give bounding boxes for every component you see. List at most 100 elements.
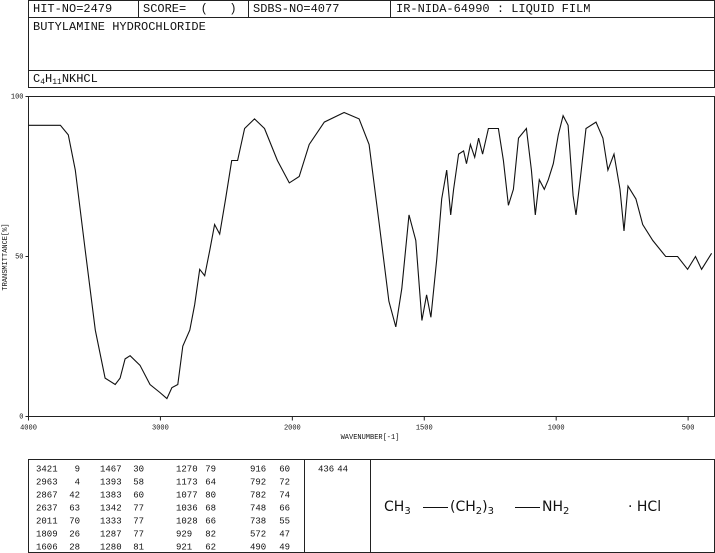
plot: 4000 3000 2000 1500 1000 500 0 50 100: [11, 93, 713, 432]
subscript: 3: [404, 506, 410, 517]
peak-wavenumber: 2867: [36, 490, 58, 500]
peak-wavenumber: 2011: [36, 516, 58, 526]
peak-table: 3421 9 2963 4 2867 42 2637 63 2011 70 1809 26 1606 28…: [36, 464, 348, 552]
y-tick-label: 100: [11, 93, 24, 101]
formula-sub: 4: [40, 78, 45, 87]
peak-transmittance: 81: [133, 542, 144, 552]
peak-transmittance: 82: [205, 529, 216, 539]
peak-transmittance: 26: [69, 529, 80, 539]
peak-transmittance: 77: [133, 503, 144, 513]
peak-transmittance: 64: [205, 477, 216, 487]
peak-transmittance: 72: [279, 477, 290, 487]
peak-wavenumber: 1809: [36, 529, 58, 539]
peak-transmittance: 9: [75, 464, 80, 474]
x-tick-label: 2000: [284, 424, 301, 432]
peak-wavenumber: 2963: [36, 477, 58, 487]
x-axis-label: WAVENUMBER[-1]: [341, 434, 400, 442]
peak-wavenumber: 929: [176, 529, 192, 539]
subscript: 2: [563, 506, 569, 517]
formula-sub: 11: [52, 78, 62, 87]
peak-wavenumber: 1077: [176, 490, 198, 500]
peak-transmittance: 68: [205, 503, 216, 513]
peak-transmittance: 66: [279, 503, 290, 513]
peak-wavenumber: 1028: [176, 516, 198, 526]
peak-transmittance: 42: [69, 490, 80, 500]
peak-wavenumber: 921: [176, 542, 192, 552]
method: IR-NIDA-64990 : LIQUID FILM: [396, 2, 590, 16]
x-tick-label: 1500: [416, 424, 433, 432]
compound-name: BUTYLAMINE HYDROCHLORIDE: [33, 20, 206, 34]
plot-frame: [28, 96, 715, 417]
y-axis-label: TRANSMITTANCE[%]: [2, 223, 10, 290]
subscript: 2: [476, 506, 482, 517]
peak-transmittance: 49: [279, 542, 290, 552]
peak-wavenumber: 738: [250, 516, 266, 526]
peak-transmittance: 60: [133, 490, 144, 500]
peak-wavenumber: 1606: [36, 542, 58, 552]
peak-transmittance: 62: [205, 542, 216, 552]
peak-wavenumber: 1280: [100, 542, 122, 552]
peak-wavenumber: 490: [250, 542, 266, 552]
peak-transmittance: 28: [69, 542, 80, 552]
x-tick-label: 500: [682, 424, 695, 432]
x-tick-label: 4000: [20, 424, 37, 432]
formula-box: [28, 70, 715, 88]
peak-transmittance: 60: [279, 464, 290, 474]
peak-wavenumber: 1270: [176, 464, 198, 474]
peak-wavenumber: 1393: [100, 477, 122, 487]
salt: · HCl: [628, 499, 661, 515]
peak-transmittance: 70: [69, 516, 80, 526]
peak-wavenumber: 3421: [36, 464, 58, 474]
peak-wavenumber: 1383: [100, 490, 122, 500]
x-tick-label: 3000: [152, 424, 169, 432]
chain: (CH2)3: [450, 499, 494, 517]
x-tick-label: 1000: [548, 424, 565, 432]
header-row: [28, 0, 715, 18]
peak-transmittance: 58: [133, 477, 144, 487]
peak-wavenumber: 748: [250, 503, 266, 513]
peak-transmittance: 79: [205, 464, 216, 474]
peak-wavenumber: 436: [318, 464, 334, 474]
group: CH: [384, 499, 404, 515]
peak-wavenumber: 1287: [100, 529, 122, 539]
peak-transmittance: 4: [75, 477, 80, 487]
peak-wavenumber: 782: [250, 490, 266, 500]
sdbs-no: SDBS-NO=4077: [253, 2, 339, 16]
peak-wavenumber: 916: [250, 464, 266, 474]
formula: C4H11NKHCL: [33, 72, 98, 87]
formula-part: NKHCL: [62, 72, 98, 86]
structure: CH3 (CH2)3 NH2 · HCl: [384, 499, 661, 517]
peak-transmittance: 66: [205, 516, 216, 526]
peak-table-box: [28, 459, 715, 553]
peak-wavenumber: 1173: [176, 477, 198, 487]
peak-transmittance: 74: [279, 490, 290, 500]
peak-wavenumber: 1467: [100, 464, 122, 474]
group: (CH: [450, 499, 476, 515]
peak-wavenumber: 572: [250, 529, 266, 539]
peak-wavenumber: 1036: [176, 503, 198, 513]
formula-part: H: [45, 72, 52, 86]
peak-transmittance: 47: [279, 529, 290, 539]
hit-no: HIT-NO=2479: [33, 2, 112, 16]
score: SCORE= ( ): [143, 2, 237, 16]
amine: NH2: [542, 499, 569, 517]
methyl: CH3: [384, 499, 411, 517]
y-tick-label: 0: [19, 413, 23, 421]
peak-wavenumber: 2637: [36, 503, 58, 513]
group: ): [482, 499, 487, 515]
subscript: 3: [488, 506, 494, 517]
peak-transmittance: 77: [133, 516, 144, 526]
peak-wavenumber: 1333: [100, 516, 122, 526]
peak-wavenumber: 792: [250, 477, 266, 487]
spectrum-line: [28, 111, 713, 400]
peak-transmittance: 80: [205, 490, 216, 500]
peak-transmittance: 63: [69, 503, 80, 513]
peak-transmittance: 44: [337, 464, 348, 474]
peak-transmittance: 30: [133, 464, 144, 474]
group: NH: [542, 499, 563, 515]
peak-transmittance: 55: [279, 516, 290, 526]
peak-wavenumber: 1342: [100, 503, 122, 513]
peak-transmittance: 77: [133, 529, 144, 539]
